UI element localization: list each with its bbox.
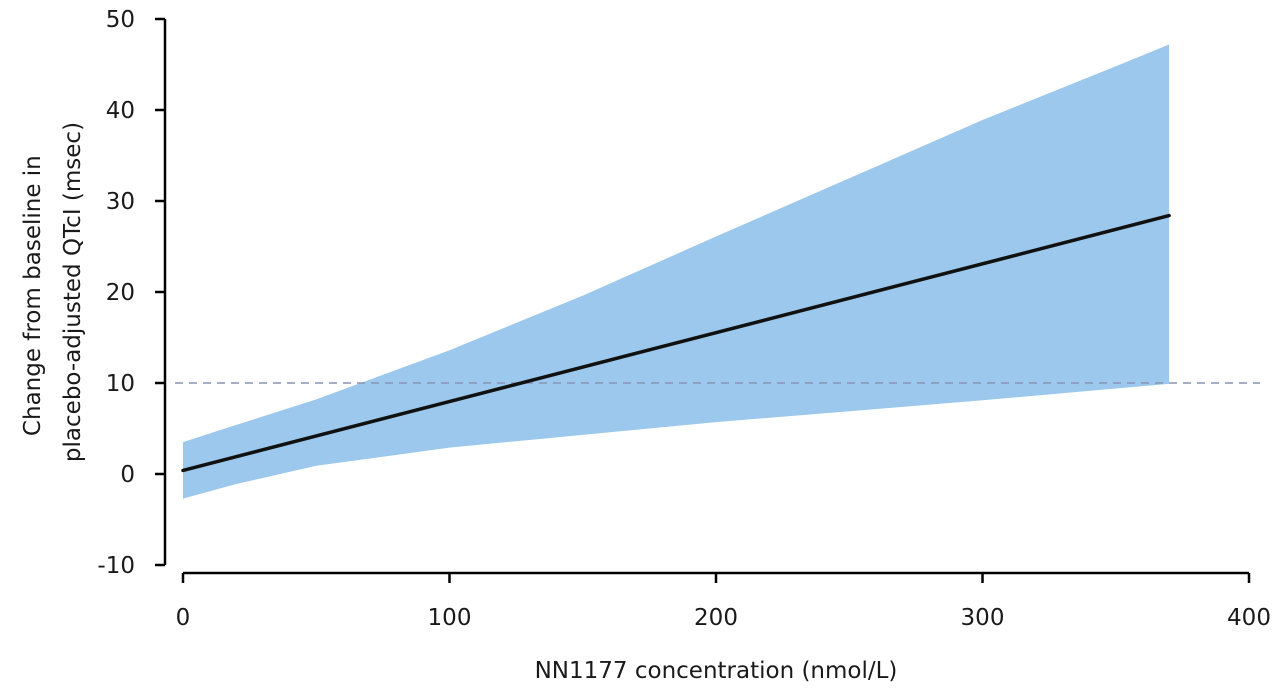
y-tick-label: 10 xyxy=(106,371,135,397)
x-axis-ticks: 0 100 200 300 400 xyxy=(176,573,1271,631)
y-axis-title: Change from baseline in placebo-adjusted… xyxy=(20,122,86,462)
x-axis-title: NN1177 concentration (nmol/L) xyxy=(535,658,898,684)
x-tick-label: 0 xyxy=(176,605,191,631)
x-tick-label: 300 xyxy=(961,605,1005,631)
y-axis-ticks: -10 0 10 20 30 40 50 xyxy=(97,7,165,579)
y-tick-label: 50 xyxy=(106,7,135,33)
y-tick-label: 30 xyxy=(106,189,135,215)
x-tick-label: 200 xyxy=(694,605,738,631)
confidence-band xyxy=(183,44,1170,499)
y-tick-label: 20 xyxy=(106,280,135,306)
y-axis-title-line-1: Change from baseline in xyxy=(20,155,46,436)
estimate-line-layer xyxy=(181,213,1171,473)
x-tick-label: 400 xyxy=(1227,605,1271,631)
confidence-band-layer xyxy=(183,44,1170,499)
x-tick-label: 100 xyxy=(428,605,472,631)
y-tick-label: -10 xyxy=(97,553,135,579)
y-tick-label: 40 xyxy=(106,98,135,124)
series-line-1 xyxy=(181,213,1171,473)
y-tick-label: 0 xyxy=(120,462,135,488)
y-axis-title-line-2: placebo-adjusted QTcI (msec) xyxy=(60,122,86,462)
